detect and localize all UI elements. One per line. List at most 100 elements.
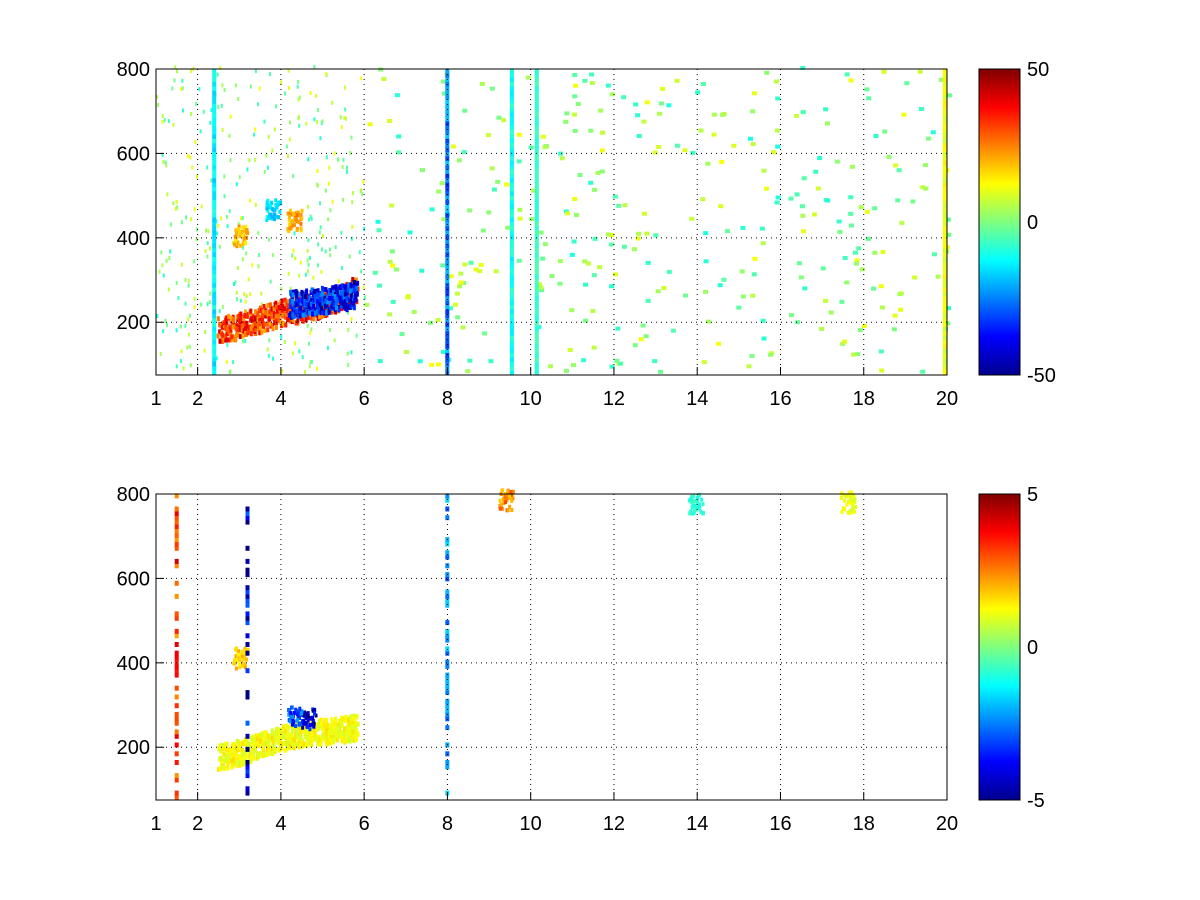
heatmap-cell [489,86,495,91]
vertical-band-cell [445,225,450,231]
vertical-band-cell [445,125,450,131]
ridge-cell [287,317,291,323]
ridge-cell [225,747,229,753]
ridge-cell [348,738,352,744]
heatmap-cell [245,251,248,256]
ridge-cell [249,316,253,322]
ridge-cell [271,739,275,745]
vertical-band-cell [445,628,450,634]
ridge-cell [223,765,227,771]
vertical-band-cell [534,208,539,214]
ridge-cell [254,309,257,315]
ridge-cell [281,311,285,316]
ridge-cell [271,322,275,328]
heatmap-cell [187,332,190,337]
ridge-cell [254,321,258,327]
blob-cell [236,652,240,657]
heatmap-cell [879,305,885,310]
blob-cell [289,711,293,716]
blob-cell [308,723,312,728]
blob-cell [238,657,241,662]
ridge-cell [284,322,288,328]
heatmap-cell [935,274,941,279]
ridge-cell [222,743,226,749]
heatmap-cell [172,122,175,127]
heatmap-cell [339,115,342,120]
heatmap-cell [358,250,361,255]
vertical-band-cell [445,208,450,214]
heatmap-cell [703,289,708,294]
vertical-band-cell [445,725,450,731]
heatmap-cell [761,168,767,173]
ridge-cell [231,318,235,324]
vertical-band-cell [534,116,539,122]
ridge-cell [278,736,282,742]
vertical-band-cell [534,300,539,306]
heatmap-cell [701,360,707,365]
heatmap-cell [945,217,951,222]
vertical-band-cell [445,707,450,713]
blob-cell [236,649,240,654]
heatmap-cell [316,366,319,371]
heatmap-cell [249,198,252,203]
ridge-cell [312,303,316,309]
heatmap-cell [251,263,254,268]
vertical-band-cell [445,550,450,556]
vertical-band-cell [245,567,250,573]
vertical-band-cell [212,291,217,297]
vertical-band-cell [942,273,947,279]
vertical-band-cell [212,212,217,218]
vertical-band-cell [534,321,539,327]
vertical-band-cell [212,72,217,78]
heatmap-cell [879,368,885,373]
vertical-band-cell [942,120,947,126]
vertical-band-cell [942,138,947,144]
vertical-band-cell [445,260,450,266]
heatmap-cell [229,158,232,163]
ridge-cell [327,292,331,298]
vertical-band-cell [445,764,450,770]
heatmap-cell [310,327,313,332]
ridge-cell [266,327,270,333]
ridge-cell [259,735,263,741]
ridge-cell [304,317,308,323]
ridge-cell [221,332,225,338]
vertical-band-cell [534,99,539,104]
heatmap-cell [605,83,611,88]
vertical-band-cell [942,282,947,288]
vertical-band-cell [445,265,450,271]
heatmap-cell [263,119,266,124]
heatmap-cell [683,293,688,298]
ridge-cell [291,313,295,319]
ridge-cell [236,327,240,332]
heatmap-cell [389,203,395,208]
ridge-cell [291,298,295,304]
ridge-cell [351,729,355,735]
heatmap-cell [582,259,588,264]
blob-cell [312,721,316,726]
heatmap-cell [549,274,555,279]
ridge-cell [354,728,358,734]
vertical-band-cell [212,173,217,179]
vertical-band-cell [942,186,947,192]
vertical-band-cell [445,308,450,314]
vertical-band-cell [942,116,947,122]
ridge-cell [238,747,242,753]
ridge-cell [348,297,352,303]
vertical-band-cell [212,295,217,301]
heatmap-cell [199,129,202,134]
colorbar-tick-label: 0 [1027,212,1038,234]
heatmap-cell [461,150,467,155]
ridge-cell [336,737,339,743]
heatmap-cell [223,88,226,93]
ridge-cell [249,326,253,332]
vertical-band-cell [942,348,947,354]
vertical-band-cell [445,497,450,503]
vertical-band-cell [212,138,217,144]
heatmap-cell [309,255,311,260]
vertical-band-cell [534,256,539,262]
vertical-band-cell [942,190,947,196]
vertical-band-cell [534,94,539,100]
heatmap-cell [287,68,290,73]
vertical-band-cell [509,343,514,349]
